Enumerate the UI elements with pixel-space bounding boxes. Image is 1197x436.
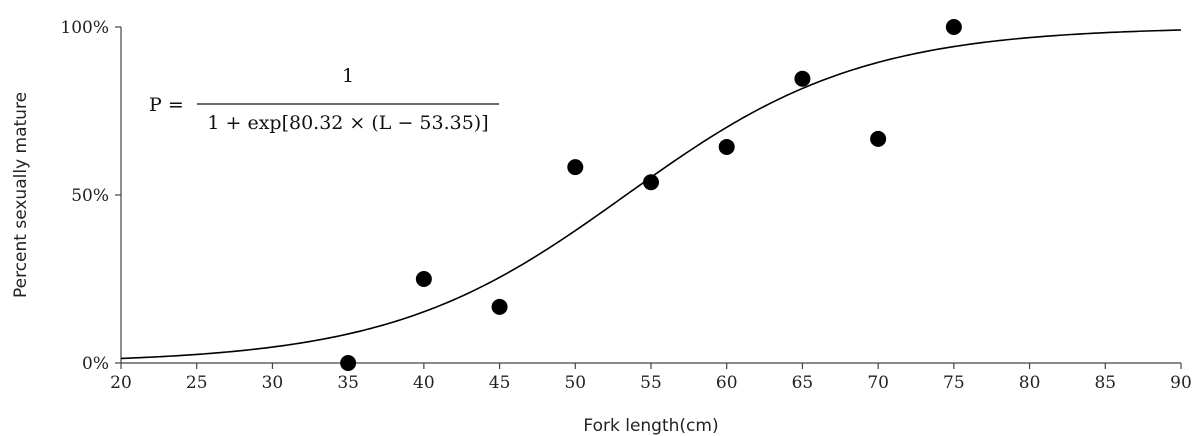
equation-denominator: 1 + exp[80.32 × (L − 53.35)] — [207, 112, 488, 134]
data-point — [567, 159, 584, 176]
y-tick-label: 50% — [71, 186, 109, 206]
x-tick-label: 20 — [110, 373, 132, 393]
x-tick-label: 90 — [1170, 373, 1192, 393]
x-tick-label: 55 — [640, 373, 662, 393]
x-tick-label: 50 — [564, 373, 586, 393]
x-tick-label: 65 — [792, 373, 814, 393]
x-axis: 20 25 30 35 40 45 50 55 60 65 70 75 80 85 90 — [110, 362, 1192, 393]
x-tick-label: 35 — [337, 373, 359, 393]
equation-annotation: P = 1 1 + exp[80.32 × (L − 53.35)] — [149, 65, 499, 134]
data-point — [945, 19, 962, 35]
x-tick-label: 30 — [262, 373, 284, 393]
x-axis-title: Fork length(cm) — [583, 416, 718, 436]
data-point — [718, 138, 735, 155]
y-tick-label: 0% — [82, 354, 109, 374]
y-axis-title: Percent sexually mature — [11, 92, 31, 298]
data-point — [794, 70, 811, 87]
x-tick-label: 70 — [867, 373, 889, 393]
data-point — [643, 174, 659, 191]
x-tick-label: 60 — [716, 373, 738, 393]
equation-lhs: P = — [149, 94, 184, 116]
x-tick-label: 80 — [1019, 373, 1041, 393]
x-tick-label: 25 — [186, 373, 208, 393]
x-tick-label: 75 — [943, 373, 965, 393]
data-point — [491, 298, 508, 315]
y-tick-label: 100% — [60, 18, 109, 38]
x-tick-label: 40 — [413, 373, 435, 393]
x-tick-label: 85 — [1094, 373, 1116, 393]
data-point — [415, 271, 432, 287]
equation-numerator: 1 — [342, 65, 354, 87]
data-points — [340, 19, 962, 371]
data-point — [340, 355, 357, 371]
data-point — [870, 130, 887, 147]
x-tick-label: 45 — [489, 373, 511, 393]
fitted-curve-group — [120, 29, 1182, 360]
y-axis: 0% 50% 100% — [60, 18, 122, 374]
fitted-curve — [120, 29, 1182, 360]
